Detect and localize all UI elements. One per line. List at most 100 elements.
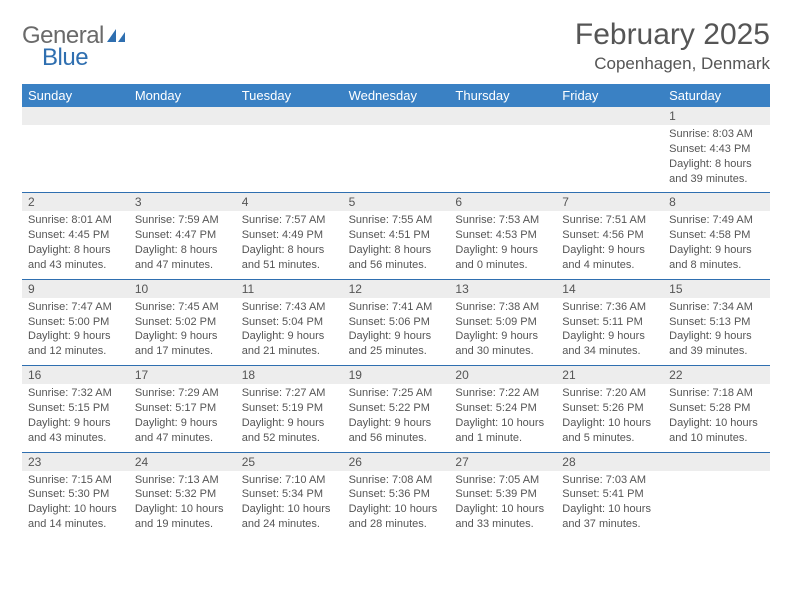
day-number: 20 <box>449 366 556 384</box>
day-info: Sunrise: 7:38 AMSunset: 5:09 PMDaylight:… <box>449 298 556 365</box>
sunset-text: Sunset: 5:34 PM <box>242 487 337 502</box>
day-info: Sunrise: 7:43 AMSunset: 5:04 PMDaylight:… <box>236 298 343 365</box>
daylight-text: Daylight: 10 hours and 33 minutes. <box>455 502 550 532</box>
sunset-text: Sunset: 5:28 PM <box>669 401 764 416</box>
weekday-label: Friday <box>556 84 663 107</box>
daylight-text: Daylight: 9 hours and 4 minutes. <box>562 243 657 273</box>
daylight-text: Daylight: 9 hours and 56 minutes. <box>349 416 444 446</box>
day-info <box>236 125 343 192</box>
day-info: Sunrise: 7:15 AMSunset: 5:30 PMDaylight:… <box>22 471 129 538</box>
sunset-text: Sunset: 5:00 PM <box>28 315 123 330</box>
sunrise-text: Sunrise: 7:47 AM <box>28 300 123 315</box>
sunrise-text: Sunrise: 7:22 AM <box>455 386 550 401</box>
sunset-text: Sunset: 4:47 PM <box>135 228 230 243</box>
day-info: Sunrise: 7:05 AMSunset: 5:39 PMDaylight:… <box>449 471 556 538</box>
daylight-text: Daylight: 9 hours and 21 minutes. <box>242 329 337 359</box>
day-number: 28 <box>556 453 663 471</box>
sunset-text: Sunset: 4:58 PM <box>669 228 764 243</box>
daylight-text: Daylight: 9 hours and 43 minutes. <box>28 416 123 446</box>
sunrise-text: Sunrise: 8:01 AM <box>28 213 123 228</box>
day-number: 19 <box>343 366 450 384</box>
sunset-text: Sunset: 5:22 PM <box>349 401 444 416</box>
day-number: 16 <box>22 366 129 384</box>
day-number: 23 <box>22 453 129 471</box>
day-number: 10 <box>129 280 236 298</box>
sunrise-text: Sunrise: 7:36 AM <box>562 300 657 315</box>
daylight-text: Daylight: 9 hours and 8 minutes. <box>669 243 764 273</box>
day-number <box>343 107 450 125</box>
week-row: 232425262728 Sunrise: 7:15 AMSunset: 5:30… <box>22 453 770 538</box>
sunrise-text: Sunrise: 7:41 AM <box>349 300 444 315</box>
sunrise-text: Sunrise: 7:45 AM <box>135 300 230 315</box>
day-number: 25 <box>236 453 343 471</box>
day-number: 18 <box>236 366 343 384</box>
weekday-label: Saturday <box>663 84 770 107</box>
sail-icon <box>106 27 128 48</box>
daylight-text: Daylight: 9 hours and 30 minutes. <box>455 329 550 359</box>
sunset-text: Sunset: 4:45 PM <box>28 228 123 243</box>
daylight-text: Daylight: 9 hours and 17 minutes. <box>135 329 230 359</box>
day-number: 26 <box>343 453 450 471</box>
day-number: 21 <box>556 366 663 384</box>
title-block: February 2025 Copenhagen, Denmark <box>575 18 770 74</box>
sunrise-text: Sunrise: 7:25 AM <box>349 386 444 401</box>
sunrise-text: Sunrise: 7:34 AM <box>669 300 764 315</box>
day-number: 24 <box>129 453 236 471</box>
sunset-text: Sunset: 4:53 PM <box>455 228 550 243</box>
daylight-text: Daylight: 9 hours and 0 minutes. <box>455 243 550 273</box>
sunset-text: Sunset: 5:17 PM <box>135 401 230 416</box>
daylight-text: Daylight: 10 hours and 19 minutes. <box>135 502 230 532</box>
weekday-header: SundayMondayTuesdayWednesdayThursdayFrid… <box>22 84 770 107</box>
day-number <box>663 453 770 471</box>
day-number: 5 <box>343 193 450 211</box>
sunset-text: Sunset: 5:19 PM <box>242 401 337 416</box>
day-number: 27 <box>449 453 556 471</box>
day-info <box>22 125 129 192</box>
day-info: Sunrise: 8:03 AMSunset: 4:43 PMDaylight:… <box>663 125 770 192</box>
daylight-text: Daylight: 8 hours and 39 minutes. <box>669 157 764 187</box>
daylight-text: Daylight: 9 hours and 25 minutes. <box>349 329 444 359</box>
day-number: 14 <box>556 280 663 298</box>
day-number: 9 <box>22 280 129 298</box>
daylight-text: Daylight: 9 hours and 47 minutes. <box>135 416 230 446</box>
day-number <box>556 107 663 125</box>
day-info <box>449 125 556 192</box>
sunset-text: Sunset: 5:11 PM <box>562 315 657 330</box>
daylight-text: Daylight: 10 hours and 37 minutes. <box>562 502 657 532</box>
sunrise-text: Sunrise: 7:59 AM <box>135 213 230 228</box>
sunset-text: Sunset: 5:36 PM <box>349 487 444 502</box>
daylight-text: Daylight: 10 hours and 1 minute. <box>455 416 550 446</box>
weekday-label: Wednesday <box>343 84 450 107</box>
day-number: 3 <box>129 193 236 211</box>
sunset-text: Sunset: 5:15 PM <box>28 401 123 416</box>
day-info: Sunrise: 7:53 AMSunset: 4:53 PMDaylight:… <box>449 211 556 278</box>
day-info: Sunrise: 7:51 AMSunset: 4:56 PMDaylight:… <box>556 211 663 278</box>
sunset-text: Sunset: 5:09 PM <box>455 315 550 330</box>
daylight-text: Daylight: 9 hours and 52 minutes. <box>242 416 337 446</box>
weeks-container: 1Sunrise: 8:03 AMSunset: 4:43 PMDaylight… <box>22 107 770 538</box>
day-info: Sunrise: 7:32 AMSunset: 5:15 PMDaylight:… <box>22 384 129 451</box>
header: GeneralBlue February 2025 Copenhagen, De… <box>22 18 770 74</box>
sunrise-text: Sunrise: 7:43 AM <box>242 300 337 315</box>
sunrise-text: Sunrise: 7:51 AM <box>562 213 657 228</box>
day-info: Sunrise: 7:41 AMSunset: 5:06 PMDaylight:… <box>343 298 450 365</box>
day-number <box>236 107 343 125</box>
day-info: Sunrise: 7:59 AMSunset: 4:47 PMDaylight:… <box>129 211 236 278</box>
day-number: 12 <box>343 280 450 298</box>
sunrise-text: Sunrise: 7:38 AM <box>455 300 550 315</box>
weekday-label: Tuesday <box>236 84 343 107</box>
day-info: Sunrise: 7:18 AMSunset: 5:28 PMDaylight:… <box>663 384 770 451</box>
weekday-label: Monday <box>129 84 236 107</box>
day-info: Sunrise: 8:01 AMSunset: 4:45 PMDaylight:… <box>22 211 129 278</box>
day-info <box>129 125 236 192</box>
logo-word2: Blue <box>42 44 88 72</box>
month-title: February 2025 <box>575 18 770 52</box>
sunset-text: Sunset: 5:06 PM <box>349 315 444 330</box>
calendar: SundayMondayTuesdayWednesdayThursdayFrid… <box>22 84 770 538</box>
day-info: Sunrise: 7:27 AMSunset: 5:19 PMDaylight:… <box>236 384 343 451</box>
daylight-text: Daylight: 8 hours and 51 minutes. <box>242 243 337 273</box>
sunrise-text: Sunrise: 7:49 AM <box>669 213 764 228</box>
sunset-text: Sunset: 5:30 PM <box>28 487 123 502</box>
daylight-text: Daylight: 8 hours and 47 minutes. <box>135 243 230 273</box>
day-info <box>663 471 770 538</box>
